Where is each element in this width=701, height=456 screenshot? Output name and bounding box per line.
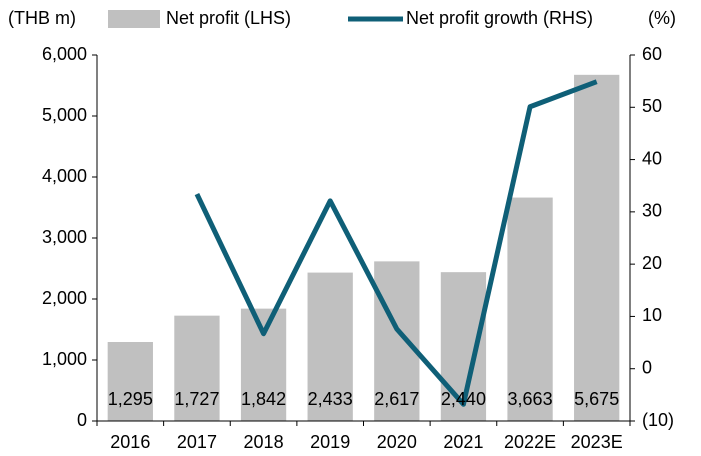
y-tick-label: 4,000 (42, 166, 87, 186)
x-tick-label: 2021 (443, 432, 483, 452)
bar (174, 315, 220, 421)
data-label: 1,727 (174, 389, 219, 409)
y2-tick-label: 30 (642, 201, 662, 221)
bar (374, 261, 420, 421)
data-label: 2,440 (441, 389, 486, 409)
bar (507, 197, 553, 421)
data-label: 3,663 (508, 389, 553, 409)
data-label: 5,675 (574, 389, 619, 409)
bar (307, 272, 353, 421)
y2-axis-label: (%) (648, 8, 676, 28)
y2-tick-label: (10) (642, 410, 674, 430)
y2-tick-label: 60 (642, 44, 662, 64)
x-tick-label: 2020 (377, 432, 417, 452)
y-tick-label: 2,000 (42, 288, 87, 308)
y2-tick-label: 20 (642, 253, 662, 273)
y-tick-label: 5,000 (42, 105, 87, 125)
y2-tick-label: 40 (642, 148, 662, 168)
bar (240, 308, 287, 421)
x-tick-label: 2017 (177, 432, 217, 452)
legend-label: Net profit (LHS) (166, 8, 291, 28)
y2-tick-label: 0 (642, 357, 652, 377)
legend-swatch (108, 10, 160, 28)
y2-tick-label: 10 (642, 305, 662, 325)
y-tick-label: 1,000 (42, 349, 87, 369)
legend-label: Net profit growth (RHS) (406, 8, 593, 28)
data-label: 2,617 (374, 389, 419, 409)
x-tick-label: 2022E (504, 432, 556, 452)
x-tick-label: 2023E (571, 432, 623, 452)
x-tick-label: 2016 (110, 432, 150, 452)
bar (574, 74, 620, 421)
data-label: 2,433 (308, 389, 353, 409)
y-axis-label: (THB m) (8, 8, 76, 28)
data-label: 1,295 (108, 389, 153, 409)
data-label: 1,842 (241, 389, 286, 409)
y-tick-label: 0 (77, 410, 87, 430)
x-tick-label: 2019 (310, 432, 350, 452)
line (194, 79, 598, 407)
x-tick-label: 2018 (244, 432, 284, 452)
y-tick-label: 6,000 (42, 44, 87, 64)
y2-tick-label: 50 (642, 96, 662, 116)
y-tick-label: 3,000 (42, 227, 87, 247)
bar (107, 342, 153, 421)
